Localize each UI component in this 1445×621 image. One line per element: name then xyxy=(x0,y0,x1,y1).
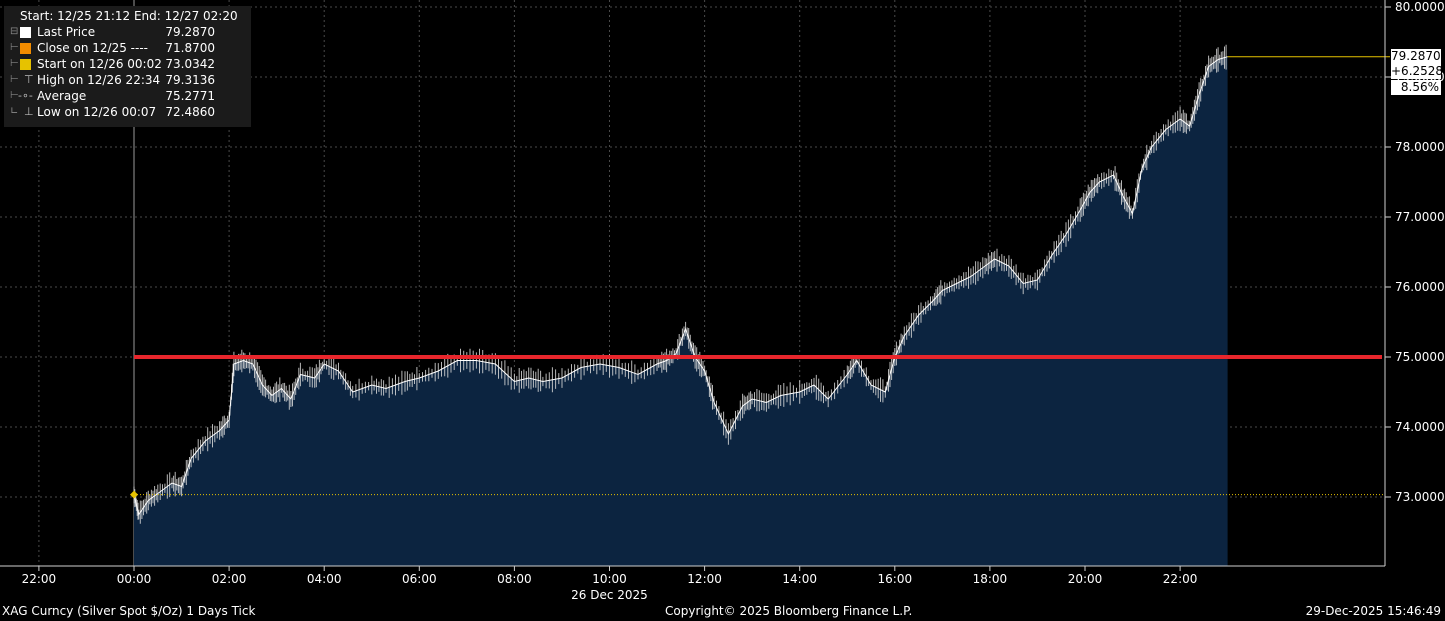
legend-value: 71.8700 xyxy=(165,41,215,55)
legend-value: 79.2870 xyxy=(165,25,215,39)
change-tag: +6.2528 xyxy=(1391,64,1444,79)
start-swatch xyxy=(20,59,31,70)
tree-branch-icon: ⊢ xyxy=(10,42,19,53)
y-tick-label: 75.0000 xyxy=(1395,350,1445,364)
low-marker-icon: ⊥ xyxy=(24,105,34,118)
security-description: XAG Curncy (Silver Spot $/Oz) 1 Days Tic… xyxy=(2,604,256,618)
close-swatch xyxy=(20,43,31,54)
legend-row-last-price[interactable]: ⊟ Last Price 79.2870 xyxy=(4,24,251,40)
tree-branch-icon: ⊢ xyxy=(10,58,19,69)
average-marker-icon: -∘- xyxy=(18,89,33,102)
x-tick-label: 22:00 xyxy=(22,572,57,586)
x-tick-label: 08:00 xyxy=(497,572,532,586)
y-tick-label: 78.0000 xyxy=(1395,140,1445,154)
pct-change-tag: 8.56% xyxy=(1391,80,1441,95)
legend-label: Close on 12/25 ---- xyxy=(37,41,148,55)
y-tick-label: 77.0000 xyxy=(1395,210,1445,224)
expand-icon: ⊟ xyxy=(10,26,19,37)
y-tick-label: 74.0000 xyxy=(1395,420,1445,434)
legend-label: Last Price xyxy=(37,25,96,39)
legend-row-close[interactable]: ⊢ Close on 12/25 ---- 71.8700 xyxy=(4,40,251,56)
legend-label: High on 12/26 22:34 xyxy=(37,73,161,87)
horizontal-levels xyxy=(130,56,1390,499)
legend-label: Average xyxy=(37,89,87,103)
legend-value: 79.3136 xyxy=(165,73,215,87)
legend-row-start[interactable]: ⊢ Start on 12/26 00:02 73.0342 xyxy=(4,56,251,72)
tree-branch-icon: ⊢ xyxy=(10,74,19,85)
y-tick-label: 73.0000 xyxy=(1395,490,1445,504)
last-price-tag: 79.2870 xyxy=(1391,49,1441,64)
copyright: Copyright© 2025 Bloomberg Finance L.P. xyxy=(665,604,913,618)
x-tick-label: 12:00 xyxy=(687,572,722,586)
last-price-swatch xyxy=(20,27,31,38)
legend-label: Start on 12/26 00:02 xyxy=(37,57,162,71)
legend-value: 72.4860 xyxy=(165,105,215,119)
y-tick-label: 76.0000 xyxy=(1395,280,1445,294)
legend-row-high[interactable]: ⊢ ⊤ High on 12/26 22:34 79.3136 xyxy=(4,72,251,88)
price-line xyxy=(133,56,1228,516)
tree-branch-icon: ⊢ xyxy=(10,90,19,101)
legend-row-average[interactable]: ⊢ -∘- Average 75.2771 xyxy=(4,88,251,104)
date-label: 26 Dec 2025 xyxy=(571,588,648,602)
start-marker xyxy=(130,490,138,499)
tree-end-icon: ∟ xyxy=(10,106,19,117)
x-tick-label: 20:00 xyxy=(1068,572,1103,586)
x-tick-label: 22:00 xyxy=(1163,572,1198,586)
x-tick-label: 10:00 xyxy=(592,572,627,586)
x-tick-label: 06:00 xyxy=(402,572,437,586)
x-tick-label: 04:00 xyxy=(307,572,342,586)
chart-legend: Start: 12/25 21:12 End: 12/27 02:20 ⊟ La… xyxy=(4,6,251,127)
x-tick-label: 18:00 xyxy=(973,572,1008,586)
x-tick-label: 16:00 xyxy=(878,572,913,586)
price-area xyxy=(134,56,1228,566)
x-axis: 22:00 00:00 02:00 04:00 06:00 08:00 10:00 12:00… xyxy=(0,565,1385,602)
legend-label: Low on 12/26 00:07 xyxy=(37,105,157,119)
legend-title: Start: 12/25 21:12 End: 12/27 02:20 xyxy=(20,9,238,23)
legend-value: 75.2771 xyxy=(165,89,215,103)
legend-row-low[interactable]: ∟ ⊥ Low on 12/26 00:07 72.4860 xyxy=(4,104,251,120)
x-tick-label: 02:00 xyxy=(212,572,247,586)
high-marker-icon: ⊤ xyxy=(24,73,34,86)
legend-title-row: Start: 12/25 21:12 End: 12/27 02:20 xyxy=(4,8,251,24)
y-tick-label: 80.0000 xyxy=(1395,0,1445,14)
legend-value: 73.0342 xyxy=(165,57,215,71)
timestamp: 29-Dec-2025 15:46:49 xyxy=(1305,604,1441,618)
x-tick-label: 00:00 xyxy=(117,572,152,586)
x-tick-label: 14:00 xyxy=(782,572,817,586)
